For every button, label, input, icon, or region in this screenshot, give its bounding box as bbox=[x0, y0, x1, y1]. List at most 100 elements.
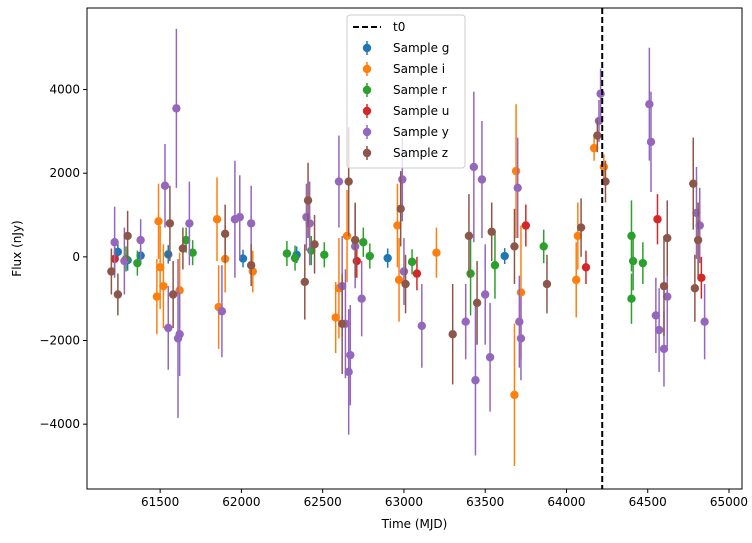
data-point bbox=[123, 231, 132, 241]
data-point bbox=[515, 317, 524, 326]
data-point bbox=[654, 325, 664, 335]
data-point bbox=[164, 323, 173, 333]
legend-entry: Sample z bbox=[362, 146, 448, 160]
data-point bbox=[394, 275, 404, 285]
data-point bbox=[521, 221, 531, 230]
data-point bbox=[601, 177, 610, 186]
legend-entry: Sample r bbox=[362, 83, 447, 97]
data-point bbox=[120, 256, 129, 266]
data-point bbox=[461, 317, 470, 326]
legend-entry: t0 bbox=[353, 20, 405, 34]
legend-label: Sample i bbox=[393, 62, 445, 76]
data-point bbox=[350, 235, 360, 245]
x-tick-label: 64500 bbox=[629, 495, 667, 509]
data-point bbox=[695, 221, 704, 230]
data-point bbox=[516, 334, 526, 343]
data-point bbox=[485, 353, 495, 362]
data-point bbox=[628, 256, 638, 266]
legend-label: Sample y bbox=[393, 125, 449, 139]
data-point bbox=[466, 269, 475, 278]
y-tick-label: 4000 bbox=[49, 83, 80, 97]
series-sample-r bbox=[121, 200, 648, 324]
x-tick-label: 64000 bbox=[547, 495, 585, 509]
data-point bbox=[346, 350, 355, 360]
data-point bbox=[133, 258, 142, 268]
data-point bbox=[700, 317, 709, 326]
y-axis: −4000 −2000 0 2000 4000 bbox=[39, 83, 87, 431]
legend-marker-swatch bbox=[362, 148, 372, 158]
data-point bbox=[220, 229, 230, 239]
data-point bbox=[188, 248, 197, 257]
y-tick-label: −4000 bbox=[39, 417, 80, 431]
data-point bbox=[646, 137, 656, 147]
data-point bbox=[596, 89, 605, 98]
data-point bbox=[357, 294, 366, 303]
legend-box bbox=[346, 14, 466, 169]
legend-marker-swatch bbox=[362, 85, 372, 95]
data-point bbox=[160, 181, 170, 190]
legend-marker-swatch bbox=[362, 64, 372, 74]
data-point bbox=[310, 240, 319, 249]
data-point bbox=[651, 311, 661, 320]
data-point bbox=[159, 281, 168, 291]
data-point bbox=[417, 321, 427, 331]
data-point bbox=[331, 313, 340, 322]
y-tick-label: 0 bbox=[72, 250, 80, 264]
data-point bbox=[477, 175, 487, 184]
data-point bbox=[511, 166, 521, 176]
data-point bbox=[513, 183, 522, 193]
data-point bbox=[246, 261, 256, 270]
data-point bbox=[572, 275, 581, 285]
data-point bbox=[412, 269, 422, 278]
data-point bbox=[178, 244, 188, 253]
data-point bbox=[359, 238, 368, 247]
series-sample-z bbox=[107, 118, 703, 385]
data-point bbox=[107, 267, 116, 276]
data-point bbox=[181, 235, 191, 245]
data-point bbox=[599, 162, 609, 172]
legend-marker-swatch bbox=[362, 127, 372, 137]
data-point bbox=[645, 100, 654, 109]
data-point bbox=[510, 390, 519, 400]
y-tick-label: −2000 bbox=[39, 334, 80, 348]
data-point bbox=[659, 344, 669, 354]
data-point bbox=[407, 257, 417, 267]
data-point bbox=[383, 253, 392, 263]
x-tick-label: 63500 bbox=[466, 495, 504, 509]
data-point bbox=[593, 131, 602, 140]
x-tick-label: 63000 bbox=[385, 495, 423, 509]
legend-entry: Sample g bbox=[362, 41, 449, 55]
data-point bbox=[168, 290, 178, 299]
data-point bbox=[659, 281, 669, 291]
data-point bbox=[448, 330, 457, 339]
data-point bbox=[697, 273, 706, 282]
data-point bbox=[542, 279, 552, 289]
y-tick-label: 2000 bbox=[49, 166, 80, 180]
data-point bbox=[690, 284, 700, 293]
legend-label: t0 bbox=[393, 20, 405, 34]
data-point bbox=[175, 330, 184, 339]
data-point bbox=[432, 248, 441, 257]
data-point bbox=[627, 294, 636, 303]
data-point bbox=[305, 219, 314, 228]
data-point bbox=[165, 219, 175, 228]
plot-frame bbox=[86, 7, 743, 490]
data-point bbox=[396, 204, 405, 213]
data-point bbox=[638, 258, 648, 268]
data-point bbox=[334, 177, 344, 186]
data-point bbox=[164, 250, 173, 259]
data-point bbox=[154, 217, 163, 226]
data-point bbox=[399, 267, 409, 276]
data-point bbox=[136, 235, 145, 245]
data-point bbox=[693, 235, 703, 245]
x-tick-label: 65000 bbox=[710, 495, 748, 509]
data-point bbox=[238, 254, 248, 263]
data-point bbox=[481, 290, 490, 299]
data-point bbox=[490, 261, 500, 270]
data-point bbox=[469, 162, 479, 172]
data-point bbox=[663, 233, 672, 243]
data-point bbox=[110, 238, 119, 247]
data-point bbox=[653, 215, 662, 224]
data-point bbox=[344, 367, 353, 377]
